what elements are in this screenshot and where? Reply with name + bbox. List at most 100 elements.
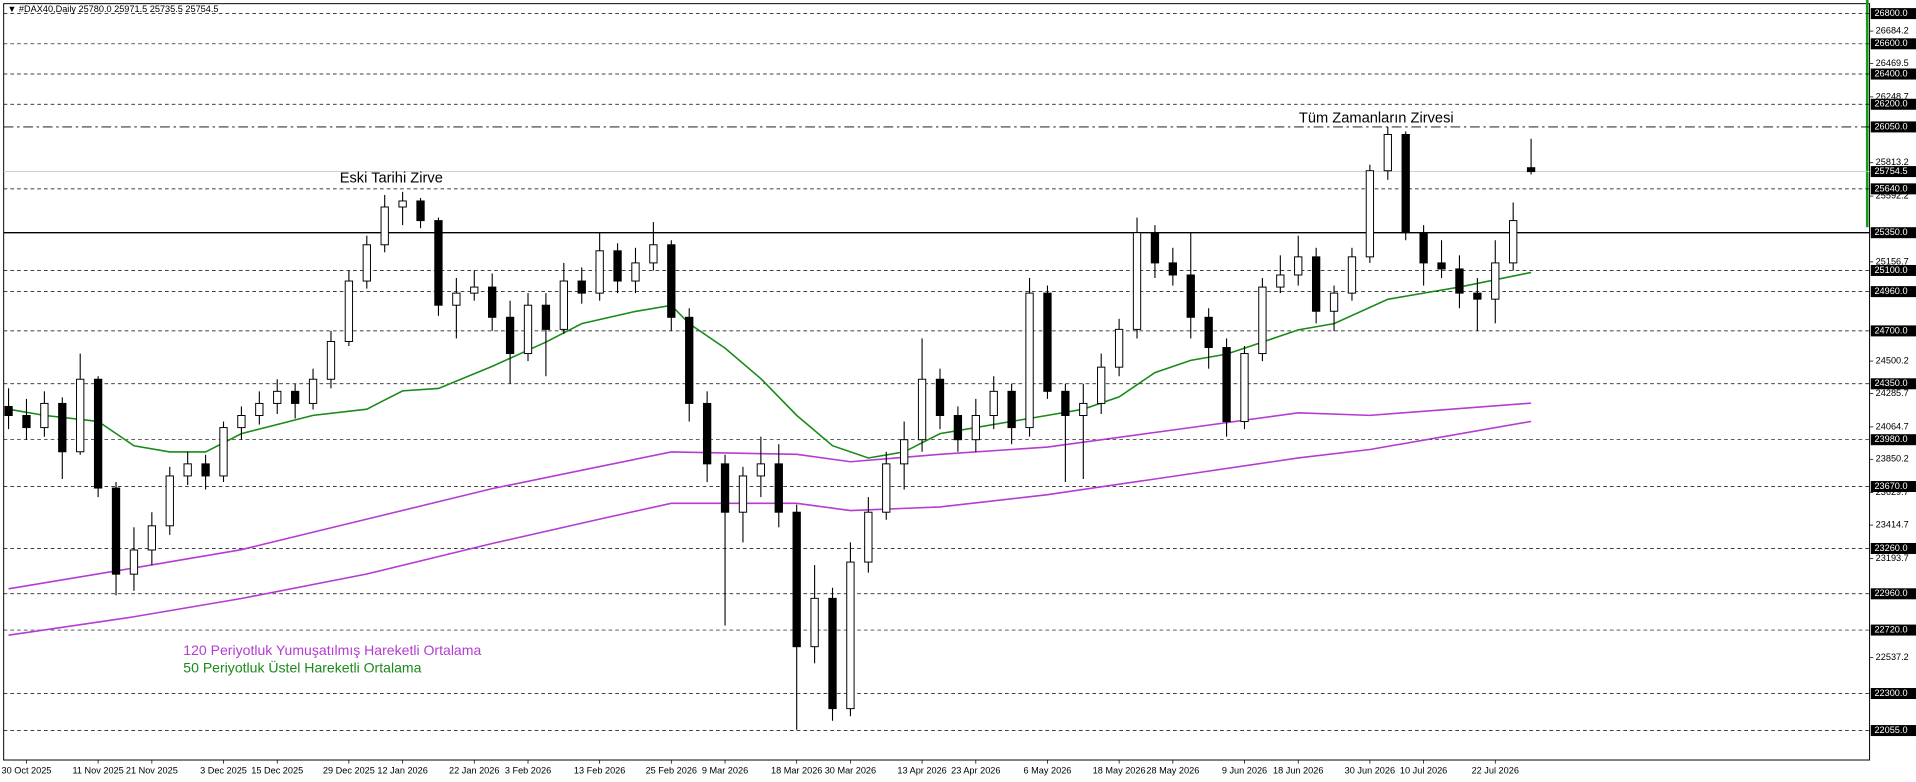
x-tick-label: 21 Nov 2025	[126, 765, 178, 775]
level-label: 26200.0	[1874, 99, 1907, 109]
y-tick-label: 26469.5	[1876, 58, 1909, 68]
y-tick-label: 25592.2	[1876, 191, 1909, 201]
y-tick-label: 26684.2	[1876, 26, 1909, 36]
y-tick-label: 25156.7	[1876, 256, 1909, 266]
level-label: 26600.0	[1874, 38, 1907, 48]
y-tick-label: 25813.2	[1876, 157, 1909, 167]
level-label: 23260.0	[1874, 543, 1907, 553]
candle-body	[1097, 366, 1106, 404]
x-tick-label: 10 Jul 2026	[1400, 765, 1447, 775]
x-tick-label: 18 Mar 2026	[771, 765, 822, 775]
x-tick-label: 15 Dec 2025	[251, 765, 303, 775]
legend-entry: 50 Periyotluk Üstel Hareketli Ortalama	[183, 659, 421, 676]
level-label-bg	[1870, 227, 1916, 239]
candle-body	[1383, 133, 1392, 172]
annotation: Tüm Zamanların Zirvesi	[1299, 110, 1454, 126]
y-tick-label: 26248.7	[1876, 91, 1909, 101]
candle-body	[702, 402, 712, 465]
candle-body	[1419, 232, 1428, 264]
candle-body	[577, 280, 586, 294]
candle-body	[1204, 316, 1213, 349]
candle-body	[720, 463, 730, 513]
candle-body	[1329, 292, 1339, 312]
level-label-bg	[1870, 286, 1916, 298]
candle-body	[667, 244, 676, 318]
level-label-bg	[1870, 542, 1916, 554]
plot-frame	[3, 3, 1871, 761]
x-tick-label: 18 May 2026	[1093, 765, 1146, 775]
x-tick-label: 30 Mar 2026	[825, 765, 876, 775]
x-tick-label: 22 Jul 2026	[1472, 765, 1519, 775]
candle-body	[344, 280, 354, 342]
level-label-bg	[1870, 121, 1916, 133]
level-label: 26050.0	[1874, 121, 1907, 131]
level-label-bg	[1870, 725, 1916, 737]
candle-body	[111, 487, 121, 575]
level-label: 25640.0	[1874, 183, 1907, 193]
candle-body	[147, 525, 157, 551]
candle-body	[1186, 274, 1195, 318]
candle-body	[505, 316, 515, 355]
candle-body	[1150, 232, 1160, 264]
candle-body	[255, 402, 264, 416]
candle-body	[470, 286, 479, 294]
y-tick-label: 23850.2	[1876, 454, 1909, 464]
candle-body	[380, 206, 389, 246]
candle-body	[362, 244, 371, 282]
level-label-bg	[1870, 325, 1916, 337]
level-label: 24350.0	[1874, 378, 1907, 388]
symbol-header: ▼ #DAX40,Daily 25780.0 25971.5 25735.5 2…	[7, 4, 218, 14]
x-tick-label: 23 Apr 2026	[951, 765, 1000, 775]
y-tick-label: 24285.7	[1876, 388, 1909, 398]
level-label-bg	[1870, 378, 1916, 390]
candle-body	[58, 402, 67, 453]
candle-body	[523, 304, 533, 355]
candle-body	[1222, 347, 1231, 423]
candle-body	[1455, 268, 1464, 294]
moving-average	[8, 271, 1532, 459]
x-tick-label: 30 Jun 2026	[1345, 765, 1395, 775]
y-tick-label: 23629.7	[1876, 487, 1909, 497]
candle-body	[201, 463, 210, 477]
candle-body	[4, 405, 13, 416]
x-tick-label: 13 Apr 2026	[897, 765, 946, 775]
candle-body	[559, 280, 568, 330]
candle-body	[290, 390, 300, 404]
candle-body	[1311, 256, 1321, 312]
candle-body	[1509, 220, 1518, 264]
level-label: 24960.0	[1874, 286, 1907, 296]
x-tick-label: 30 Oct 2025	[2, 765, 52, 775]
x-tick-label: 9 Jun 2026	[1222, 765, 1267, 775]
candle-body	[756, 463, 766, 477]
x-tick-label: 13 Feb 2026	[574, 765, 625, 775]
moving-average	[8, 402, 1532, 590]
candle-body	[165, 475, 174, 527]
candle-body	[1168, 262, 1178, 276]
candle-body	[738, 475, 748, 513]
candle-body	[792, 511, 801, 648]
candle-body	[1007, 390, 1016, 429]
candle-body	[1294, 256, 1303, 276]
candle-body	[129, 549, 139, 575]
candle-body	[237, 415, 246, 429]
annotation: Eski Tarihi Zirve	[340, 170, 443, 186]
candle-body	[1401, 133, 1410, 234]
x-tick-label: 29 Dec 2025	[323, 765, 375, 775]
candle-body	[488, 286, 497, 318]
x-tick-label: 28 May 2026	[1146, 765, 1199, 775]
candle-body	[1473, 292, 1482, 300]
candle-body	[1079, 402, 1088, 416]
level-label: 23980.0	[1874, 434, 1907, 444]
candle-body	[774, 463, 783, 513]
candle-body	[595, 250, 604, 294]
candle-body	[93, 378, 103, 489]
y-tick-label: 24064.7	[1876, 421, 1909, 431]
level-label: 25754.5	[1874, 166, 1907, 176]
level-label-bg	[1870, 183, 1916, 195]
candle-body	[971, 415, 980, 441]
candle-body	[882, 463, 891, 513]
candle-body	[1132, 232, 1142, 330]
candle-body	[631, 262, 640, 282]
